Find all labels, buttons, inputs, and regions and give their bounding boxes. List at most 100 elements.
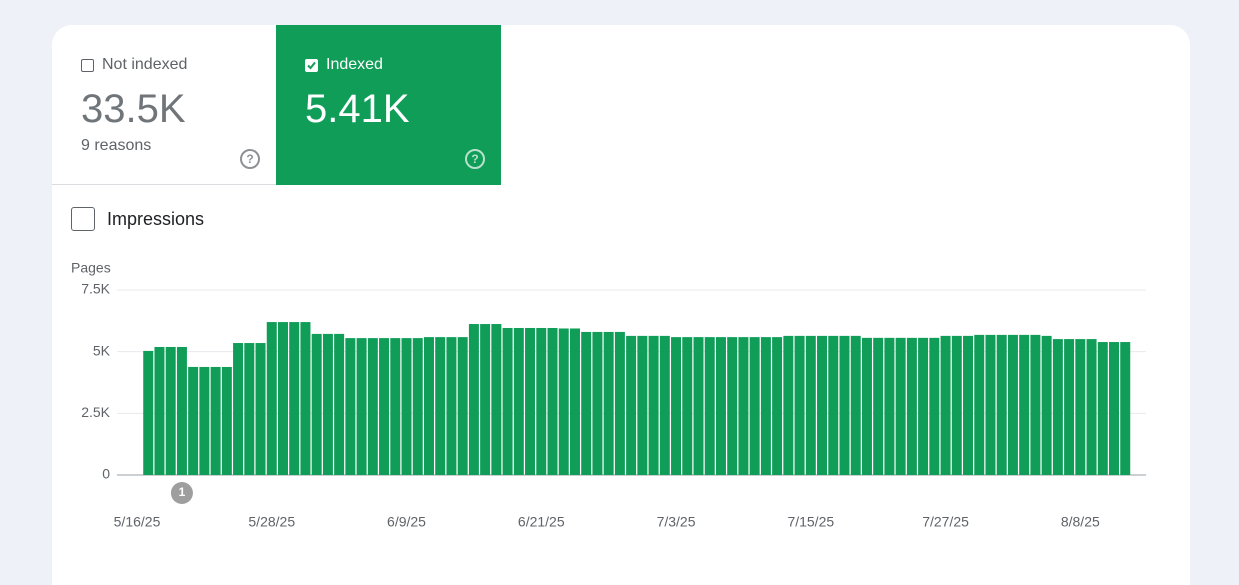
bar bbox=[963, 335, 974, 475]
bar bbox=[906, 337, 917, 475]
help-icon[interactable]: ? bbox=[465, 149, 485, 169]
bar bbox=[435, 337, 446, 475]
indexed-tile[interactable]: Indexed 5.41K ? bbox=[276, 25, 501, 185]
chart: Pages 0 2.5K 5K 7.5K 5/16/25 5/28/25 6/9/25 6/2… bbox=[71, 260, 1146, 530]
bar bbox=[277, 322, 288, 475]
bar bbox=[985, 334, 996, 475]
bar bbox=[671, 337, 682, 475]
bar bbox=[817, 335, 828, 475]
bar bbox=[255, 343, 266, 475]
bar bbox=[693, 337, 704, 475]
x-tick-label: 6/21/25 bbox=[518, 514, 565, 530]
tile-note: 9 reasons bbox=[81, 137, 152, 154]
x-tick-label: 5/16/25 bbox=[114, 514, 161, 530]
y-axis-label: Pages bbox=[71, 260, 111, 276]
bar bbox=[772, 337, 783, 475]
page: Not indexed 33.5K 9 reasons ? Indexed 5.… bbox=[52, 25, 1190, 585]
bar bbox=[738, 337, 749, 475]
bar bbox=[884, 337, 895, 475]
tile-value: 5.41K bbox=[305, 87, 410, 131]
help-icon[interactable]: ? bbox=[240, 149, 260, 169]
x-tick-label: 7/3/25 bbox=[657, 514, 696, 530]
bar bbox=[861, 337, 872, 475]
bar bbox=[1097, 342, 1108, 475]
x-tick-label: 8/8/25 bbox=[1061, 514, 1100, 530]
bar bbox=[569, 328, 580, 475]
bar bbox=[401, 338, 412, 475]
bar bbox=[536, 327, 547, 475]
bar bbox=[345, 338, 356, 475]
bar bbox=[895, 337, 906, 475]
bar bbox=[704, 337, 715, 475]
bar bbox=[379, 338, 390, 475]
x-tick-label: 6/9/25 bbox=[387, 514, 426, 530]
bar bbox=[637, 335, 648, 475]
bar bbox=[873, 337, 884, 475]
card: Not indexed 33.5K 9 reasons ? Indexed 5.… bbox=[52, 25, 1190, 585]
label-text: Impressions bbox=[107, 208, 205, 229]
bar bbox=[322, 333, 333, 475]
bar bbox=[1086, 339, 1097, 475]
annotation-label: 1 bbox=[179, 485, 186, 499]
x-tick-label: 5/28/25 bbox=[248, 514, 295, 530]
checkbox[interactable] bbox=[71, 207, 95, 231]
bar bbox=[940, 335, 951, 475]
bar bbox=[356, 338, 367, 475]
bar bbox=[266, 322, 277, 475]
bar bbox=[513, 327, 524, 475]
annotation-marker bbox=[170, 482, 193, 504]
bar bbox=[210, 366, 221, 475]
bar bbox=[682, 337, 693, 475]
bar bbox=[547, 327, 558, 475]
bar bbox=[828, 335, 839, 475]
bar bbox=[659, 335, 670, 475]
bar bbox=[199, 366, 210, 475]
bar bbox=[918, 337, 929, 475]
bar bbox=[221, 366, 232, 475]
bar bbox=[412, 338, 423, 475]
bar bbox=[805, 335, 816, 475]
y-tick-label: 2.5K bbox=[81, 404, 110, 420]
bar bbox=[1019, 334, 1030, 475]
bar bbox=[974, 334, 985, 475]
not-indexed-tile[interactable]: Not indexed 33.5K 9 reasons ? bbox=[52, 25, 276, 185]
bar bbox=[446, 337, 457, 475]
bar bbox=[1007, 334, 1018, 475]
bar bbox=[154, 346, 165, 475]
bar bbox=[502, 327, 513, 475]
checkbox[interactable] bbox=[81, 58, 94, 72]
bar bbox=[783, 335, 794, 475]
bar bbox=[244, 343, 255, 475]
bar bbox=[165, 346, 176, 475]
bar bbox=[289, 322, 300, 475]
checkbox[interactable] bbox=[305, 58, 318, 72]
y-tick-label: 0 bbox=[102, 466, 110, 482]
bar bbox=[1075, 339, 1086, 475]
bar bbox=[176, 346, 187, 475]
bar bbox=[648, 335, 659, 475]
bar bbox=[468, 324, 479, 475]
bar bbox=[367, 338, 378, 475]
bar bbox=[592, 331, 603, 475]
bar bbox=[1052, 339, 1063, 475]
y-tick-label: 7.5K bbox=[81, 281, 110, 297]
bar bbox=[143, 350, 154, 475]
y-tick-label: 5K bbox=[93, 342, 111, 358]
bar bbox=[951, 335, 962, 475]
bar bbox=[929, 337, 940, 475]
impressions-toggle[interactable]: Impressions bbox=[71, 207, 204, 231]
bar bbox=[311, 333, 322, 475]
bar bbox=[626, 335, 637, 475]
x-tick-label: 7/15/25 bbox=[787, 514, 834, 530]
bar bbox=[603, 331, 614, 475]
bar bbox=[1041, 335, 1052, 475]
bar bbox=[188, 366, 199, 475]
bar bbox=[1030, 334, 1041, 475]
x-tick-label: 7/27/25 bbox=[922, 514, 969, 530]
tile-label: Indexed bbox=[305, 56, 383, 74]
bar bbox=[558, 328, 569, 475]
bar bbox=[390, 338, 401, 475]
tile-label: Not indexed bbox=[81, 56, 187, 74]
bar bbox=[300, 322, 311, 475]
bar bbox=[581, 331, 592, 475]
